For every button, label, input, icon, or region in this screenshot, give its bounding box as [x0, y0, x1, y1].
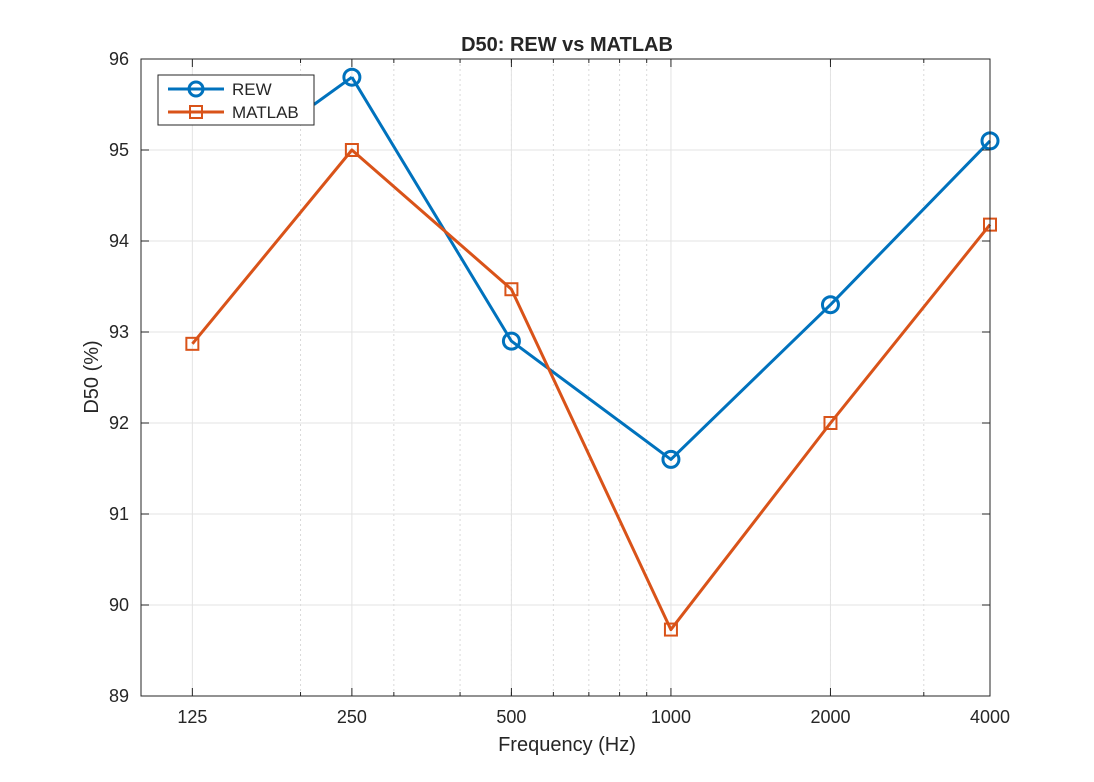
- y-tick-label: 95: [109, 140, 129, 160]
- x-tick-label: 4000: [970, 707, 1010, 727]
- series-matlab-point: [823, 416, 838, 430]
- series-matlab-point: [504, 282, 519, 297]
- x-tick-label: 500: [496, 707, 526, 727]
- y-axis-label: D50 (%): [81, 340, 103, 413]
- legend-item-rew: REW: [168, 80, 272, 99]
- plot-background: [141, 59, 990, 696]
- y-tick-label: 92: [109, 413, 129, 433]
- plot-frame: [140, 58, 991, 697]
- series-matlab-point: [344, 143, 359, 157]
- series-matlab-line: [191, 148, 992, 632]
- legend-item-matlab: MATLAB: [168, 103, 299, 122]
- legend-box: [157, 74, 315, 126]
- y-tick-label: 93: [109, 322, 129, 342]
- y-tick-label: 91: [109, 504, 129, 524]
- series-rew-point: [820, 295, 840, 315]
- series-rew: [313, 67, 1000, 469]
- legend-matlab-marker: [189, 105, 203, 119]
- series-layer: [185, 67, 1000, 637]
- chart-title: D50: REW vs MATLAB: [461, 34, 673, 56]
- legend-rew-marker: [187, 80, 205, 98]
- x-tick-label: 2000: [810, 707, 850, 727]
- x-tick-label: 125: [177, 707, 207, 727]
- series-rew-point: [342, 67, 362, 87]
- series-matlab-point: [185, 336, 200, 351]
- y-tick-label: 94: [109, 231, 129, 251]
- series-rew-line: [350, 76, 992, 461]
- series-rew-point: [501, 331, 521, 351]
- legend-rew-label: REW: [232, 80, 272, 99]
- x-tick-label: 1000: [651, 707, 691, 727]
- x-tick-labels: 125 250 500 1000 2000 4000: [177, 707, 1010, 727]
- y-tick-labels: 89 90 91 92 93 94 95 96: [109, 49, 129, 706]
- y-tick-label: 90: [109, 595, 129, 615]
- tick-marks: [141, 58, 991, 697]
- y-tick-label: 89: [109, 686, 129, 706]
- x-tick-label: 250: [337, 707, 367, 727]
- legend-matlab-label: MATLAB: [232, 103, 299, 122]
- series-rew-point: [661, 449, 681, 469]
- series-matlab-point: [663, 622, 678, 637]
- series-matlab: [185, 143, 997, 637]
- legend: REW MATLAB: [157, 74, 315, 126]
- y-tick-label: 96: [109, 49, 129, 69]
- x-axis-label: Frequency (Hz): [498, 734, 636, 756]
